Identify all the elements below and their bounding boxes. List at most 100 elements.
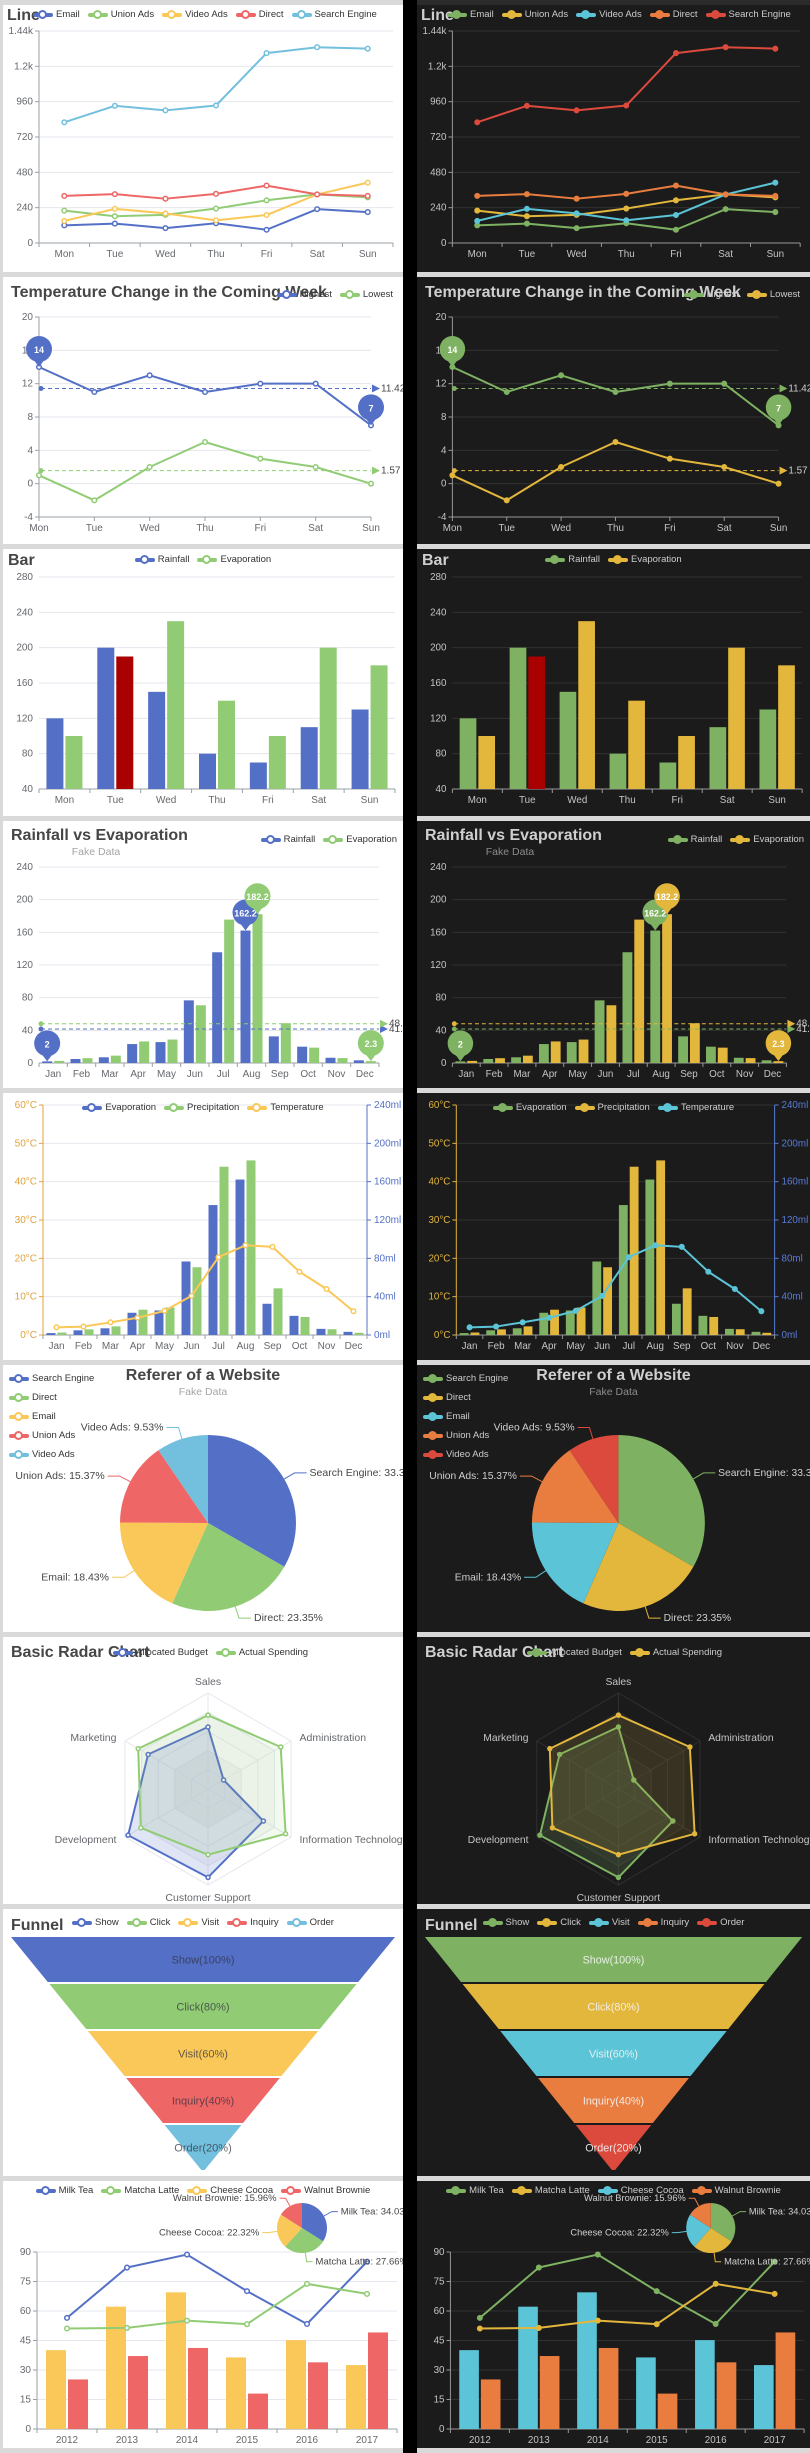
bar[interactable]	[280, 1023, 291, 1063]
bar[interactable]	[316, 1328, 326, 1335]
bar[interactable]	[54, 1060, 65, 1063]
funnel-step-visit[interactable]	[87, 2031, 319, 2076]
legend-item-cheese-cocoa[interactable]: Cheese Cocoa	[187, 2185, 273, 2196]
bar[interactable]	[717, 1047, 728, 1063]
pie-slice-direct[interactable]	[583, 1523, 694, 1611]
bar[interactable]	[603, 1267, 613, 1335]
legend-item-temperature[interactable]: Temperature	[247, 1102, 324, 1113]
bar-series-rainfall[interactable]	[455, 930, 772, 1063]
bar[interactable]	[478, 736, 496, 789]
bar[interactable]	[598, 2347, 619, 2429]
bar[interactable]	[195, 1005, 206, 1063]
bar[interactable]	[46, 2350, 66, 2429]
legend-item-highest[interactable]: Highest	[276, 289, 332, 300]
bar[interactable]	[188, 2347, 208, 2429]
bar[interactable]	[678, 1036, 689, 1063]
bar[interactable]	[300, 1316, 310, 1335]
pie-slice-matcha-latte[interactable]	[285, 2228, 324, 2254]
bar[interactable]	[128, 2356, 148, 2429]
line-series-direct[interactable]	[474, 182, 779, 202]
bar[interactable]	[733, 1057, 744, 1063]
bar[interactable]	[365, 1061, 376, 1063]
bar[interactable]	[154, 1310, 164, 1335]
bar[interactable]	[698, 1315, 708, 1335]
legend-item-walnut-brownie[interactable]: Walnut Brownie	[691, 2185, 781, 2196]
bar[interactable]	[46, 1333, 56, 1335]
bar[interactable]	[116, 656, 134, 790]
bar-series-rainfall[interactable]	[46, 647, 369, 790]
bar[interactable]	[753, 2365, 774, 2429]
legend-item-highest[interactable]: Highest	[683, 289, 739, 300]
legend-item-rainfall[interactable]: Rainfall	[260, 834, 315, 845]
bar[interactable]	[212, 952, 223, 1063]
bar[interactable]	[192, 1267, 202, 1335]
bar[interactable]	[725, 1328, 734, 1335]
bar[interactable]	[68, 2379, 88, 2429]
bar[interactable]	[351, 709, 369, 790]
legend-item-search-engine[interactable]: Search Engine	[423, 1373, 508, 1384]
funnel-step-visit[interactable]	[500, 2031, 727, 2076]
bar[interactable]	[219, 1166, 229, 1335]
funnel-step-order[interactable]	[164, 2125, 242, 2170]
bar[interactable]	[346, 2365, 366, 2429]
bar-chart-canvas[interactable]: 40 80 120 160 200 240 280 Mon Tue Wed Thu Fri Sat Sun	[417, 549, 810, 816]
temperature-chart-canvas[interactable]: -4048121620MonTueWedThuFriSatSun11.42147…	[417, 277, 810, 544]
bar[interactable]	[246, 1160, 256, 1335]
pie-slice-cheese-cocoa[interactable]	[686, 2214, 711, 2247]
bar[interactable]	[538, 1044, 549, 1063]
bar[interactable]	[319, 647, 337, 789]
bar[interactable]	[127, 1312, 137, 1335]
bar[interactable]	[297, 1046, 308, 1063]
legend-item-click[interactable]: Click	[537, 1917, 581, 1928]
bar[interactable]	[97, 647, 115, 789]
legend-item-rainfall[interactable]: Rainfall	[134, 554, 189, 565]
legend-item-evaporation[interactable]: Evaporation	[492, 1102, 567, 1113]
legend-item-evaporation[interactable]: Evaporation	[323, 834, 397, 845]
pie-slice-milk-tea[interactable]	[710, 2203, 736, 2242]
bar[interactable]	[728, 647, 745, 789]
legend-item-evaporation[interactable]: Evaporation	[197, 554, 271, 565]
legend-item-evaporation[interactable]: Evaporation	[730, 834, 804, 845]
line-series-lowest[interactable]	[35, 438, 375, 504]
bar[interactable]	[368, 2332, 388, 2429]
bar-chart-canvas[interactable]: 40 80 120 160 200 240 280 Mon Tue Wed Thu Fri Sat Sun	[3, 549, 403, 816]
line-series-highest[interactable]	[449, 363, 782, 429]
bar[interactable]	[199, 753, 216, 789]
line-series-matcha-latte[interactable]	[63, 2280, 371, 2332]
legend-item-direct[interactable]: Direct	[423, 1392, 471, 1403]
bar[interactable]	[208, 1205, 218, 1335]
bar[interactable]	[166, 2292, 186, 2429]
legend-item-order[interactable]: Order	[286, 1917, 334, 1928]
bar[interactable]	[327, 1329, 337, 1335]
bar[interactable]	[459, 1333, 469, 1335]
pie-slice-search-engine[interactable]	[618, 1435, 705, 1567]
line-series-temperature[interactable]	[53, 1242, 357, 1331]
bar[interactable]	[240, 930, 251, 1063]
temperature-chart-canvas[interactable]: -4048121620MonTueWedThuFriSatSun11.42147…	[3, 277, 403, 544]
bar[interactable]	[695, 2340, 715, 2429]
legend-item-email[interactable]: Email	[9, 1411, 56, 1422]
bar[interactable]	[268, 1036, 279, 1063]
bar[interactable]	[577, 2292, 597, 2429]
funnel-chart-canvas[interactable]: Show(100%) Click(80%) Visit(60%) Inquiry(40…	[3, 1909, 403, 2176]
pie-slice-walnut-brownie[interactable]	[280, 2203, 302, 2228]
legend-item-email[interactable]: Email	[423, 1411, 470, 1422]
bar[interactable]	[467, 1060, 478, 1063]
bar[interactable]	[65, 736, 83, 789]
pie-slice-video-ads[interactable]	[158, 1435, 208, 1523]
legend-item-cheese-cocoa[interactable]: Cheese Cocoa	[597, 2185, 684, 2196]
bar[interactable]	[656, 1160, 666, 1335]
line-series-lowest[interactable]	[449, 438, 782, 504]
rainfall-chart-canvas[interactable]: 0 40 80 120 160 200 240 Jan Feb Mar Apr May Jun Jul Au…	[3, 821, 403, 1088]
legend-item-click[interactable]: Click	[126, 1917, 170, 1928]
bar[interactable]	[459, 2350, 479, 2429]
radar-chart-canvas[interactable]: Sales Administration Information Technolog…	[3, 1637, 403, 1904]
legend-item-union-ads[interactable]: Union Ads	[423, 1430, 489, 1441]
bar[interactable]	[268, 736, 286, 789]
bar[interactable]	[480, 2379, 501, 2429]
bar[interactable]	[565, 1310, 575, 1335]
line-series-highest[interactable]	[35, 363, 375, 429]
combo-chart-canvas[interactable]: 0 15 30 45 60 75 90 2012 2013 2014 2015 2016 2017 Mil…	[417, 2181, 810, 2448]
bar[interactable]	[634, 919, 645, 1063]
funnel-step-inquiry[interactable]	[126, 2078, 280, 2123]
